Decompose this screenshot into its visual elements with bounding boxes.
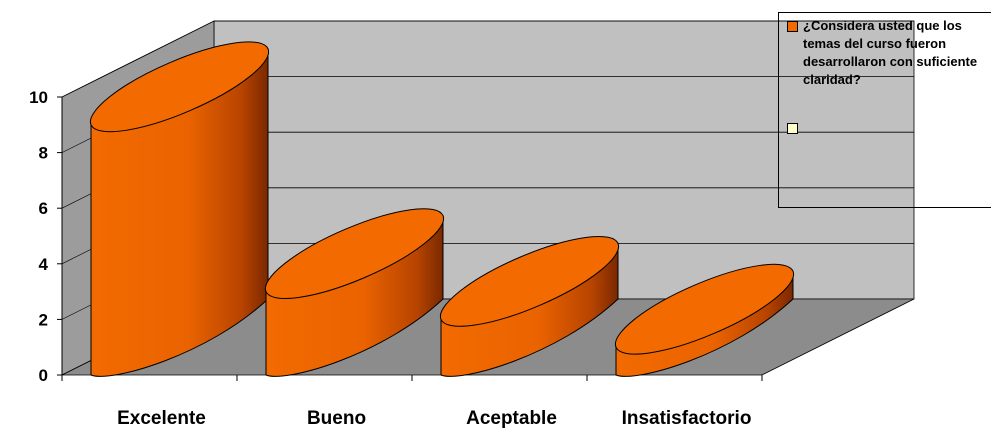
y-tick-label: 6 xyxy=(39,199,48,218)
bar-bueno xyxy=(264,208,445,377)
bar-top xyxy=(264,208,445,299)
legend-entry-empty xyxy=(787,119,803,134)
y-tick-label: 4 xyxy=(39,255,49,274)
legend-entry-series: ¿Considera usted que los temas del curso… xyxy=(787,17,988,89)
x-axis-labels: Excelente Bueno Aceptable Insatisfactorio xyxy=(117,408,751,429)
x-tick-label: Insatisfactorio xyxy=(622,408,752,429)
legend-swatch-orange xyxy=(787,21,798,32)
bar-top xyxy=(89,41,270,133)
bar-excelente xyxy=(89,41,270,377)
y-tick-label: 10 xyxy=(29,88,48,107)
y-tick-label: 0 xyxy=(39,366,48,385)
legend-swatch-pale xyxy=(787,123,798,134)
legend-label: ¿Considera usted que los temas del curso… xyxy=(803,18,978,87)
bar-top xyxy=(614,263,795,355)
bar-insatisfactorio xyxy=(614,263,795,377)
y-axis: 0 2 4 6 8 10 xyxy=(29,88,763,385)
bars xyxy=(89,41,795,377)
bar-top xyxy=(439,236,620,327)
y-tick-label: 2 xyxy=(39,310,48,329)
legend: ¿Considera usted que los temas del curso… xyxy=(778,12,991,208)
side-gridline xyxy=(61,20,215,98)
x-tick-label: Bueno xyxy=(307,408,366,429)
y-tick-label: 8 xyxy=(39,144,48,163)
x-tick-label: Aceptable xyxy=(466,408,557,429)
x-tick-label: Excelente xyxy=(117,408,206,429)
bar-aceptable xyxy=(439,236,620,377)
